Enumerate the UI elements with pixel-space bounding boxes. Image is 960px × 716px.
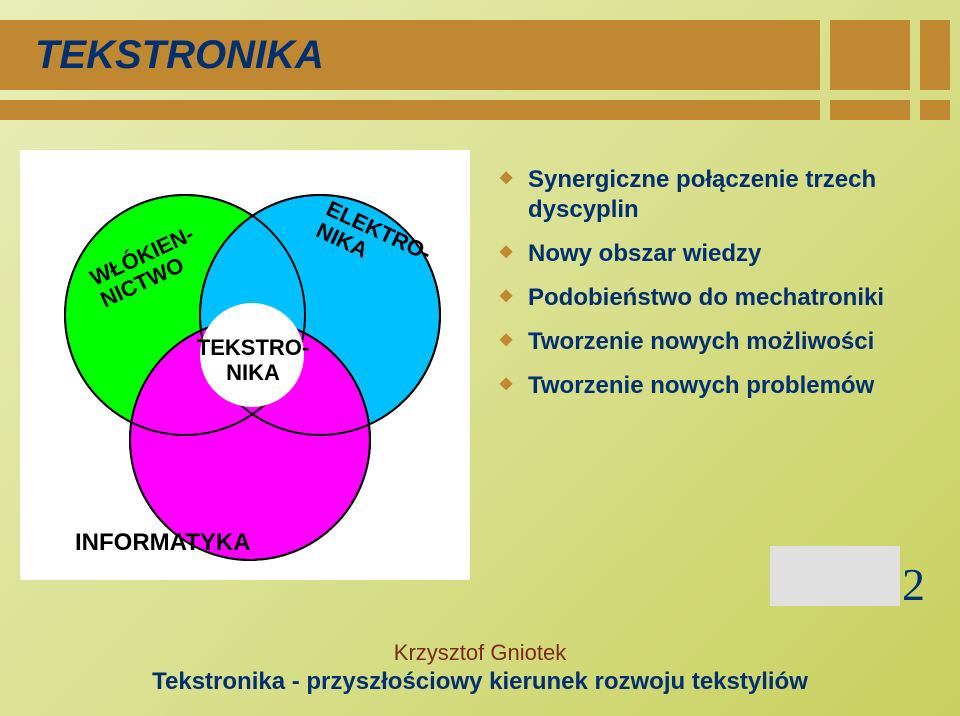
footer-subtitle: Tekstronika - przyszłościowy kierunek ro… <box>0 668 960 696</box>
page-number: 2 <box>902 558 925 611</box>
bullet-list: Synergiczne połączenie trzech dyscyplin N… <box>500 165 940 415</box>
page-number-bg <box>770 546 900 606</box>
deco-box <box>920 100 950 120</box>
svg-text:TEKSTRO-: TEKSTRO- <box>197 335 309 360</box>
deco-box <box>0 100 820 120</box>
bullet-item: Tworzenie nowych problemów <box>500 371 940 401</box>
venn-diagram: TEKSTRO-NIKAWŁÓKIEN-NICTWOELEKTRO-NIKAIN… <box>20 150 470 580</box>
title-bar: TEKSTRONIKA <box>0 20 820 90</box>
deco-box <box>830 100 910 120</box>
svg-text:NIKA: NIKA <box>226 360 280 385</box>
footer: Krzysztof Gniotek Tekstronika - przyszło… <box>0 640 960 696</box>
footer-author: Krzysztof Gniotek <box>0 640 960 666</box>
page-title: TEKSTRONIKA <box>35 33 324 78</box>
bullet-item: Podobieństwo do mechatroniki <box>500 283 940 313</box>
bullet-item: Nowy obszar wiedzy <box>500 239 940 269</box>
svg-text:INFORMATYKA: INFORMATYKA <box>75 529 251 556</box>
deco-box <box>830 20 910 90</box>
deco-box <box>920 20 950 90</box>
bullet-item: Tworzenie nowych możliwości <box>500 327 940 357</box>
bullet-item: Synergiczne połączenie trzech dyscyplin <box>500 165 940 225</box>
